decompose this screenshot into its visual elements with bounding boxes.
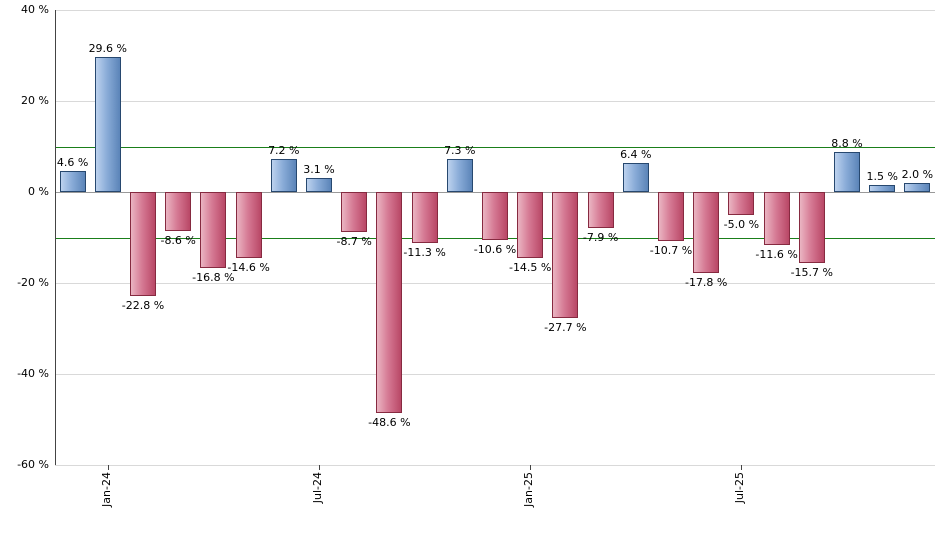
gridline <box>55 101 935 102</box>
x-axis-tick-mark <box>107 465 109 470</box>
y-axis-tick-label: -20 % <box>17 276 49 289</box>
bar <box>834 151 860 192</box>
bar-value-label: 3.1 % <box>303 162 335 176</box>
bar <box>482 192 508 241</box>
bar-value-label: -5.0 % <box>723 217 760 231</box>
bar <box>517 192 544 258</box>
bar-value-label: -8.7 % <box>336 234 372 248</box>
bar-value-label: 4.6 % <box>56 156 89 170</box>
bar-value-label: -10.6 % <box>473 243 517 257</box>
x-axis-tick-mark <box>319 465 320 470</box>
bar-value-label: -22.8 % <box>121 298 165 312</box>
bar <box>728 192 755 215</box>
bar <box>446 158 473 192</box>
bar <box>411 192 438 244</box>
bar <box>165 192 192 232</box>
bar <box>798 192 825 264</box>
bar <box>587 192 614 228</box>
x-axis-tick-label: Jan-25 <box>522 472 536 507</box>
bar <box>658 192 684 241</box>
x-axis-tick-label: Jul-24 <box>311 472 324 504</box>
bar <box>59 171 86 192</box>
bar <box>763 192 790 245</box>
bar-value-label: -14.5 % <box>508 260 552 274</box>
bar-value-label: -7.9 % <box>582 230 619 244</box>
y-axis-tick-label: -40 % <box>17 367 49 380</box>
bar <box>94 57 121 192</box>
gridline <box>55 10 935 11</box>
bar <box>693 192 720 273</box>
bar <box>552 192 579 319</box>
bar-value-label: -17.8 % <box>684 275 728 289</box>
y-axis <box>55 10 56 465</box>
y-axis-tick-label: 20 % <box>21 94 49 107</box>
threshold-line <box>55 146 935 148</box>
y-axis-tick-label: -60 % <box>17 458 49 471</box>
bar-value-label: 7.3 % <box>444 143 476 157</box>
x-axis-tick-mark <box>741 465 743 470</box>
bar <box>306 177 332 192</box>
y-axis-tick-label: 40 % <box>21 3 49 16</box>
bar-value-label: -16.8 % <box>192 271 235 285</box>
bar <box>376 192 403 414</box>
bar <box>904 182 931 192</box>
bar-value-label: 6.4 % <box>620 147 652 161</box>
x-axis-tick-label: Jul-25 <box>733 472 747 504</box>
bar-value-label: -10.7 % <box>649 243 693 257</box>
bar <box>622 162 649 192</box>
bar-value-label: 7.2 % <box>268 144 300 158</box>
bar-value-label: -15.7 % <box>790 266 833 280</box>
bar-value-label: 29.6 % <box>88 42 128 56</box>
bar <box>869 185 896 192</box>
bar-value-label: -11.3 % <box>403 246 446 260</box>
gridline <box>55 465 935 466</box>
bar-value-label: 1.5 % <box>866 170 898 184</box>
bar <box>130 192 156 296</box>
bar <box>200 192 227 269</box>
bar-value-label: 8.8 % <box>831 136 863 150</box>
bar-value-label: -11.6 % <box>755 247 798 261</box>
x-axis-tick-mark <box>530 465 532 470</box>
y-axis-tick-label: 0 % <box>28 185 49 198</box>
gridline <box>55 374 935 375</box>
bar-value-label: -48.6 % <box>368 416 411 430</box>
gridline <box>55 283 935 284</box>
bar-value-label: -27.7 % <box>544 321 587 335</box>
x-axis-tick-label: Jan-24 <box>99 472 113 507</box>
bar <box>341 192 368 232</box>
bar-value-label: -8.6 % <box>160 234 196 248</box>
bar-value-label: -14.6 % <box>227 261 270 275</box>
bar <box>235 192 262 259</box>
bar-value-label: 2.0 % <box>901 167 934 181</box>
bar <box>270 159 297 192</box>
